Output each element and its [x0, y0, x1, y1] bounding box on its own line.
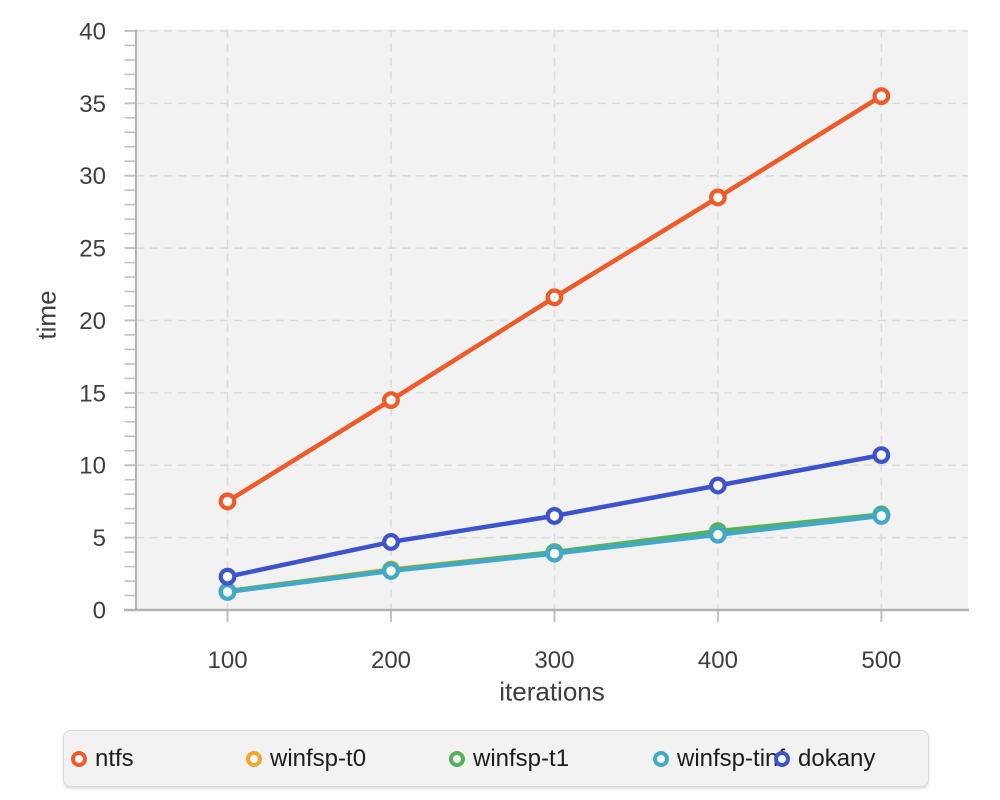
- y-tick-label-5: 5: [93, 525, 106, 552]
- legend-label-dokany: dokany: [798, 744, 876, 772]
- point-dokany-200: [382, 533, 400, 551]
- point-ntfs-200: [382, 391, 400, 409]
- legend-item-ntfs[interactable]: ntfs: [71, 731, 134, 786]
- point-winfsp-tinf-300: [545, 544, 564, 563]
- x-tick-label-500: 500: [861, 647, 901, 674]
- legend-marker-winfsp-tinf: [653, 750, 669, 767]
- y-tick-label-40: 40: [79, 18, 106, 45]
- legend-label-ntfs: ntfs: [95, 744, 134, 772]
- x-tick-label-400: 400: [698, 647, 738, 674]
- y-tick-label-35: 35: [79, 91, 106, 118]
- point-ntfs-100: [218, 492, 237, 511]
- point-winfsp-tinf-500: [872, 507, 891, 525]
- y-tick-label-25: 25: [79, 236, 106, 263]
- point-winfsp-tinf-100: [218, 583, 237, 601]
- y-axis-title: time: [31, 290, 62, 340]
- y-tick-label-15: 15: [79, 380, 106, 407]
- legend-marker-ntfs: [71, 750, 87, 767]
- point-winfsp-tinf-200: [382, 562, 400, 580]
- x-tick-label-100: 100: [208, 647, 248, 674]
- point-ntfs-300: [545, 288, 564, 307]
- legend-marker-winfsp-t0: [246, 750, 262, 767]
- point-dokany-100: [218, 567, 237, 586]
- legend-item-dokany[interactable]: dokany: [774, 731, 875, 786]
- point-ntfs-500: [872, 87, 891, 105]
- y-tick-label-0: 0: [93, 598, 106, 625]
- line-chart: 0 5 10 15 20 25 30 35 40 100 200 300 400 500: [79, 18, 969, 674]
- point-dokany-300: [545, 507, 564, 525]
- legend-item-winfsp-t0[interactable]: winfsp-t0: [246, 731, 366, 786]
- point-winfsp-tinf-400: [709, 525, 727, 544]
- legend-item-winfsp-tinf[interactable]: winfsp-tinf: [653, 731, 785, 786]
- legend: ntfs winfsp-t0 winfsp-t1 winfsp-tinf dokany: [63, 730, 929, 787]
- x-tick-label-200: 200: [371, 647, 411, 674]
- x-axis-title: iterations: [499, 676, 605, 707]
- legend-label-winfsp-tinf: winfsp-tinf: [677, 744, 786, 772]
- legend-marker-dokany: [774, 750, 790, 767]
- legend-label-winfsp-t1: winfsp-t1: [473, 744, 570, 772]
- y-tick-label-10: 10: [79, 453, 106, 480]
- legend-label-winfsp-t0: winfsp-t0: [270, 744, 367, 772]
- x-tick-label-300: 300: [534, 647, 574, 674]
- point-ntfs-400: [709, 188, 727, 207]
- legend-marker-winfsp-t1: [449, 750, 465, 767]
- y-tick-label-20: 20: [79, 308, 106, 335]
- legend-item-winfsp-t1[interactable]: winfsp-t1: [449, 731, 569, 786]
- point-dokany-500: [872, 446, 891, 465]
- y-tick-label-30: 30: [79, 163, 106, 190]
- point-dokany-400: [709, 476, 727, 495]
